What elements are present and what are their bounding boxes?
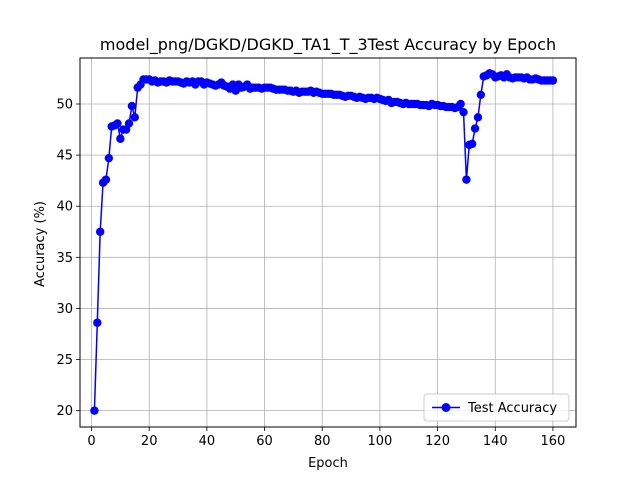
x-tick-label: 60 — [256, 434, 273, 449]
data-point — [113, 119, 122, 128]
y-tick-label: 40 — [56, 200, 73, 215]
x-axis-ticks: 0 20 40 60 80 100 120 140 160 — [87, 427, 565, 449]
x-tick-label: 140 — [483, 434, 508, 449]
legend-marker-swatch — [441, 403, 451, 412]
y-tick-label: 30 — [56, 302, 73, 317]
x-axis-label: Epoch — [308, 456, 348, 471]
x-tick-label: 160 — [541, 434, 566, 449]
legend-box — [423, 393, 570, 422]
x-tick-label: 120 — [425, 434, 450, 449]
legend: Test Accuracy — [423, 393, 570, 422]
data-point — [470, 124, 480, 133]
data-point — [473, 113, 483, 122]
y-axis-ticks: 20 25 30 35 40 45 50 — [56, 97, 80, 419]
x-tick-label: 0 — [87, 434, 95, 449]
y-tick-label: 35 — [56, 251, 73, 266]
plot-frame — [79, 57, 577, 428]
series-layer — [90, 69, 558, 415]
data-point — [476, 90, 486, 100]
y-tick-label: 45 — [56, 149, 73, 164]
data-point — [95, 227, 105, 236]
data-point — [90, 406, 99, 415]
legend-label: Test Accuracy — [467, 401, 557, 416]
data-point — [456, 99, 465, 109]
x-tick-label: 40 — [199, 434, 216, 449]
data-point — [104, 153, 114, 163]
y-tick-label: 20 — [56, 404, 73, 419]
x-tick-label: 80 — [314, 434, 331, 449]
y-tick-label: 50 — [56, 97, 73, 112]
x-tick-label: 20 — [141, 434, 158, 449]
y-axis-label: Accuracy (%) — [33, 201, 48, 287]
data-point — [462, 175, 471, 184]
data-point — [548, 76, 558, 85]
data-point — [116, 134, 125, 143]
chart-title: model_png/DGKD/DGKD_TA1_T_3Test Accuracy… — [100, 35, 556, 55]
data-point — [124, 119, 134, 128]
data-point — [127, 101, 137, 111]
y-tick-label: 25 — [56, 353, 73, 368]
data-point — [459, 107, 468, 117]
data-point — [467, 139, 477, 149]
x-tick-label: 100 — [367, 434, 392, 449]
data-point — [130, 113, 139, 122]
data-point — [93, 318, 102, 327]
data-point — [101, 175, 111, 184]
